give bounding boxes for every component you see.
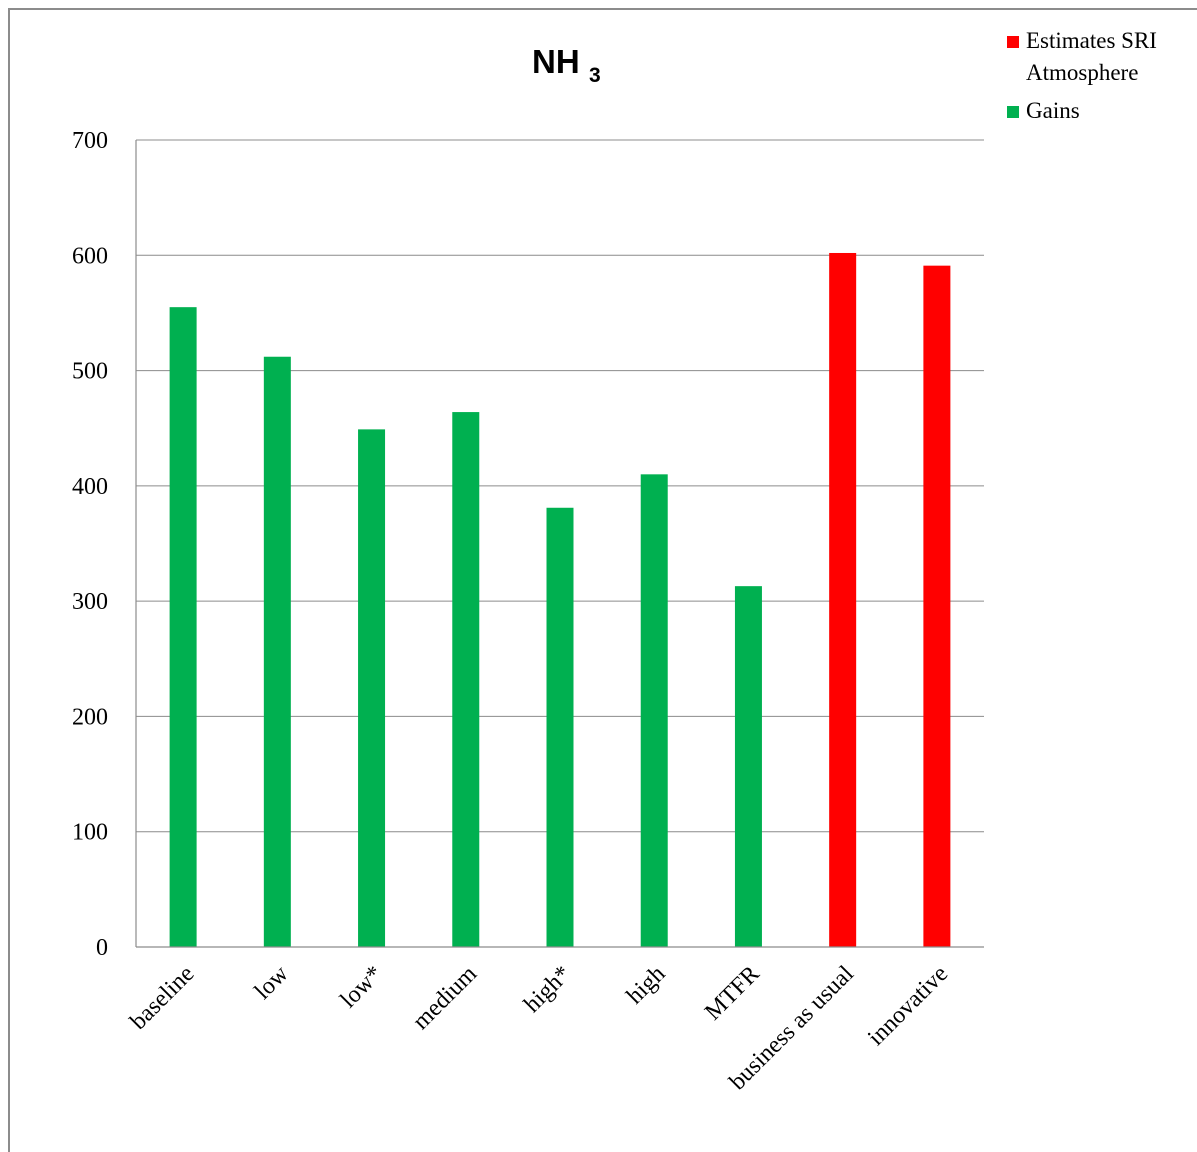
y-tick-label: 500 [72,359,108,385]
y-tick-label: 600 [72,243,108,269]
chart-title-subscript: 3 [589,64,601,87]
x-category-label: high* [519,961,576,1018]
x-category-label: MTFR [700,961,765,1026]
y-tick-label: 100 [72,820,108,846]
x-category-label: medium [408,961,482,1035]
bars [169,252,951,948]
bar-mtfr [734,586,762,947]
bar-medium [452,412,480,947]
x-category-label: low [250,960,294,1004]
x-axis-labels: baseline low low* medium high* high MTFRbusine… [125,960,953,1095]
axes [135,140,984,948]
x-category-label: baseline [125,961,199,1035]
bar-high- [546,507,574,947]
bar-business-as-usual [829,252,857,948]
bar-low- [358,429,386,947]
chart-title-text: NH [532,43,580,80]
x-category-label: innovative [863,961,953,1051]
y-tick-label: 0 [96,935,108,961]
bar-innovative [923,265,951,947]
legend: Estimates SRI Atmosphere Gains [1007,28,1157,123]
legend-label: Gains [1026,98,1080,123]
y-tick-label: 300 [72,589,108,615]
bar-baseline [169,307,197,947]
x-category-label: low* [335,961,387,1013]
legend-label: Atmosphere [1026,60,1138,85]
chart-frame [8,8,1197,1152]
legend-swatch [1007,36,1019,48]
legend-label: Estimates SRI [1026,28,1157,53]
legend-swatch [1007,106,1019,118]
bar-low [263,356,291,947]
bar-high [640,474,668,947]
chart-title: NH 3 [532,43,601,87]
y-tick-label: 400 [72,474,108,500]
y-tick-label: 200 [72,704,108,730]
y-axis-ticks: 0 100 200 300 400 500 600 700 [72,128,108,961]
x-category-label: high [622,961,671,1010]
y-tick-label: 700 [72,128,108,154]
